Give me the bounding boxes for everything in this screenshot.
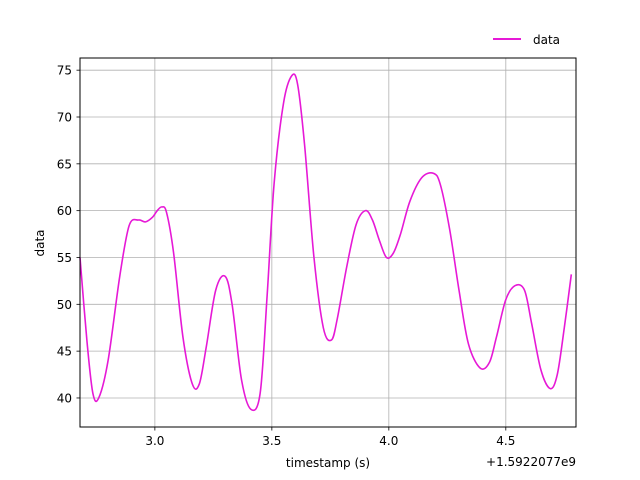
x-offset-label: +1.5922077e9 <box>486 455 576 469</box>
y-tick-label: 55 <box>57 251 72 265</box>
plot-frame <box>79 57 577 428</box>
y-tick-label: 45 <box>57 345 72 359</box>
series-line-data <box>79 73 573 412</box>
series-layer <box>79 73 573 412</box>
x-tick-label: 3.5 <box>262 434 281 448</box>
y-tick-label: 50 <box>57 298 72 312</box>
y-axis-label: data <box>33 229 47 256</box>
x-tick-label: 4.5 <box>496 434 515 448</box>
x-axis: 3.0 3.5 4.0 4.5 <box>145 427 515 448</box>
y-tick-label: 70 <box>57 111 72 125</box>
y-tick-label: 40 <box>57 391 72 405</box>
y-axis: 40 45 50 55 60 65 70 75 <box>57 64 80 405</box>
x-tick-label: 4.0 <box>379 434 398 448</box>
legend-label: data <box>533 33 560 47</box>
legend: data <box>493 33 560 47</box>
y-tick-label: 75 <box>57 64 72 78</box>
x-tick-label: 3.0 <box>145 434 164 448</box>
y-tick-label: 65 <box>57 157 72 171</box>
y-tick-label: 60 <box>57 204 72 218</box>
x-axis-label: timestamp (s) <box>286 456 370 470</box>
grid <box>80 58 576 427</box>
